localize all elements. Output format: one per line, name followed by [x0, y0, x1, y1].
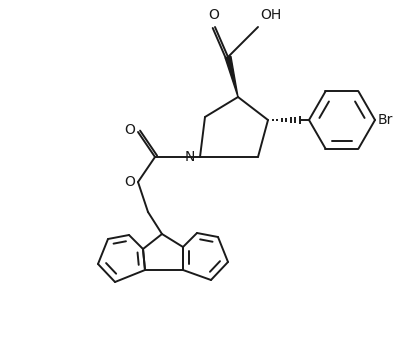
Text: OH: OH: [259, 8, 281, 22]
Text: O: O: [208, 8, 219, 22]
Polygon shape: [224, 56, 237, 97]
Text: O: O: [124, 175, 135, 189]
Text: Br: Br: [377, 113, 392, 127]
Text: O: O: [124, 123, 135, 137]
Text: N: N: [184, 150, 194, 164]
